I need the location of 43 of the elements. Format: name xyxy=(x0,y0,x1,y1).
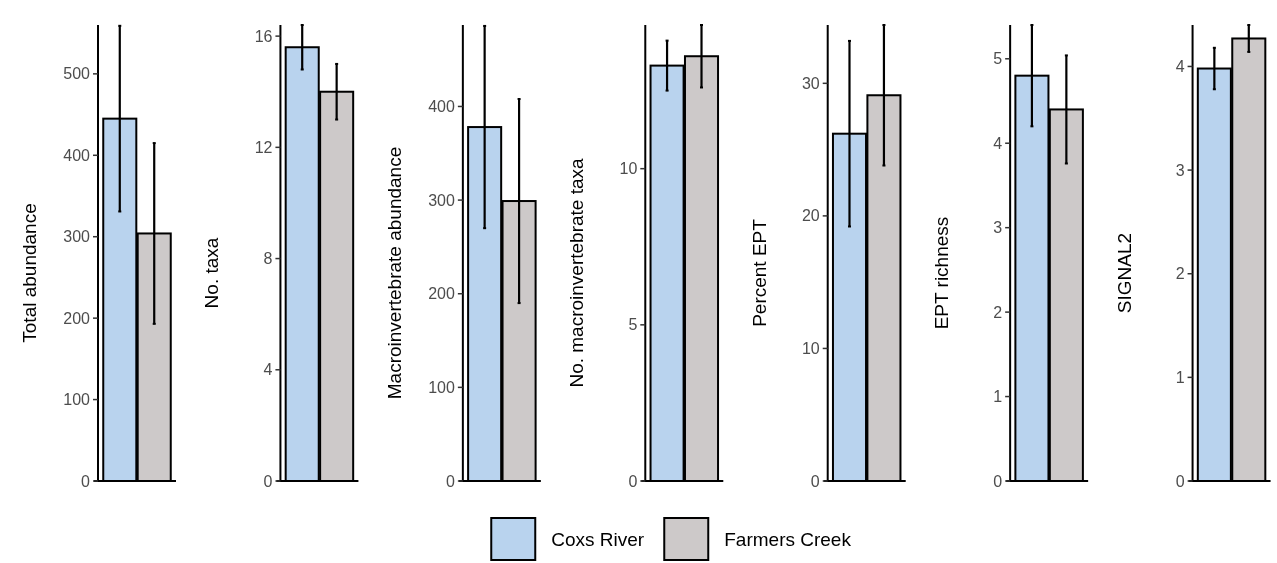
y-tick-label: 0 xyxy=(1175,472,1185,490)
y-tick-label: 8 xyxy=(263,250,273,268)
y-tick-label: 0 xyxy=(993,472,1003,490)
legend-label: Farmers Creek xyxy=(724,528,852,550)
y-tick-label: 4 xyxy=(993,134,1003,152)
y-tick-label: 200 xyxy=(428,285,455,303)
y-tick-label: 1 xyxy=(1175,368,1185,386)
y-axis-title: Macroinvertebrate abundance xyxy=(383,146,405,400)
y-tick-label: 400 xyxy=(63,146,91,164)
y-tick-label: 10 xyxy=(619,160,638,178)
y-tick-label: 0 xyxy=(81,472,91,490)
y-tick-label: 1 xyxy=(993,388,1003,406)
y-tick-label: 300 xyxy=(63,228,91,246)
y-tick-label: 0 xyxy=(628,472,638,490)
y-tick-label: 4 xyxy=(263,361,273,379)
y-tick-label: 0 xyxy=(263,472,273,490)
y-tick-label: 0 xyxy=(810,472,820,490)
y-axis-title: EPT richness xyxy=(931,216,953,330)
y-tick-label: 2 xyxy=(993,303,1003,321)
y-tick-label: 100 xyxy=(428,378,455,396)
y-tick-label: 300 xyxy=(428,191,455,209)
y-axis-title: No. taxa xyxy=(201,237,223,309)
y-tick-label: 5 xyxy=(628,316,638,334)
y-tick-label: 12 xyxy=(254,138,273,156)
y-tick-label: 100 xyxy=(63,391,91,409)
y-tick-label: 3 xyxy=(1175,161,1185,179)
y-axis-title: SIGNAL2 xyxy=(1113,232,1135,314)
y-tick-label: 20 xyxy=(801,207,820,225)
y-axis-title: Percent EPT xyxy=(748,218,770,327)
y-tick-label: 5 xyxy=(993,50,1003,68)
y-axis-title: No. macroinvertebrate taxa xyxy=(566,157,588,388)
y-tick-label: 16 xyxy=(254,27,273,45)
y-tick-label: 30 xyxy=(801,74,820,92)
y-tick-label: 4 xyxy=(1175,58,1185,76)
y-tick-label: 0 xyxy=(445,472,455,490)
y-axis-title: Total abundance xyxy=(19,203,40,343)
y-tick-label: 500 xyxy=(63,65,91,83)
y-tick-label: 2 xyxy=(1175,265,1185,283)
y-tick-label: 200 xyxy=(63,309,91,327)
y-tick-label: 3 xyxy=(993,219,1003,237)
y-tick-label: 10 xyxy=(801,340,820,358)
legend-label: Coxs River xyxy=(551,528,645,550)
y-tick-label: 400 xyxy=(428,98,455,116)
